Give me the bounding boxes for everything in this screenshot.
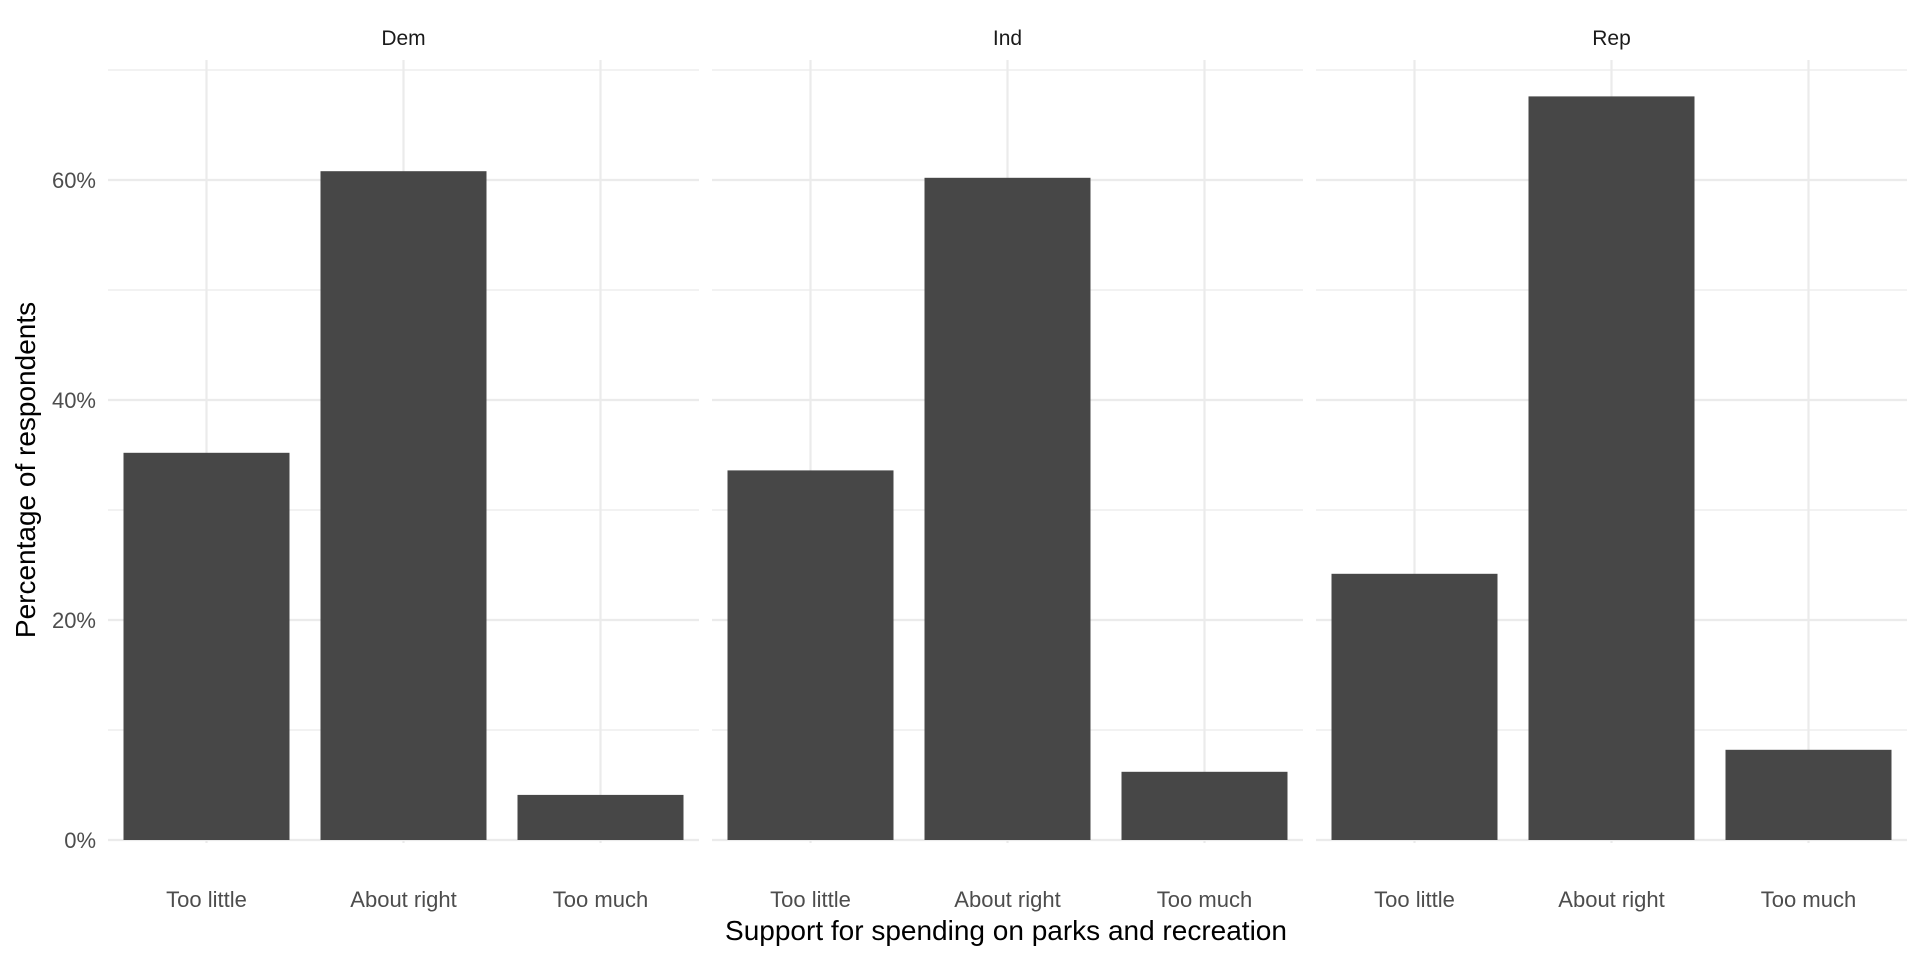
facet-strip-label: Rep: [1592, 27, 1631, 50]
x-tick-label: Too much: [1761, 887, 1856, 912]
bar-ind-too-little: [727, 470, 894, 840]
x-tick-label: Too little: [770, 887, 851, 912]
bar-dem-too-little: [123, 452, 290, 840]
x-tick-label: About right: [1558, 887, 1664, 912]
facet-panel-rep: Rep Too little About right Too much: [1316, 27, 1907, 912]
bar-ind-too-much: [1121, 771, 1288, 840]
bar-rep-about-right: [1528, 96, 1695, 840]
x-tick-label: Too little: [1374, 887, 1455, 912]
x-axis-title: Support for spending on parks and recrea…: [725, 915, 1287, 946]
facet-strip-label: Ind: [993, 27, 1022, 50]
bar-dem-about-right: [320, 171, 487, 840]
x-tick-label: Too much: [553, 887, 648, 912]
y-axis-title: Percentage of respondents: [10, 302, 41, 638]
x-tick-label: About right: [954, 887, 1060, 912]
y-tick-label: 20%: [52, 608, 96, 633]
facet-panels: 0% 20% 40% 60% Dem Too little About right Too m…: [52, 27, 1907, 912]
bar-rep-too-much: [1725, 749, 1892, 840]
x-tick-label: Too much: [1157, 887, 1252, 912]
facet-panel-dem: Dem Too little About right Too much: [108, 27, 699, 912]
y-tick-label: 60%: [52, 168, 96, 193]
bar-dem-too-much: [517, 794, 684, 840]
x-tick-label: Too little: [166, 887, 247, 912]
bar-rep-too-little: [1331, 573, 1498, 840]
y-tick-label: 0%: [64, 828, 96, 853]
y-tick-label: 40%: [52, 388, 96, 413]
facet-strip-label: Dem: [381, 27, 425, 50]
x-tick-label: About right: [350, 887, 456, 912]
bar-ind-about-right: [924, 177, 1091, 841]
facet-panel-ind: Ind Too little About right Too much: [712, 27, 1303, 912]
